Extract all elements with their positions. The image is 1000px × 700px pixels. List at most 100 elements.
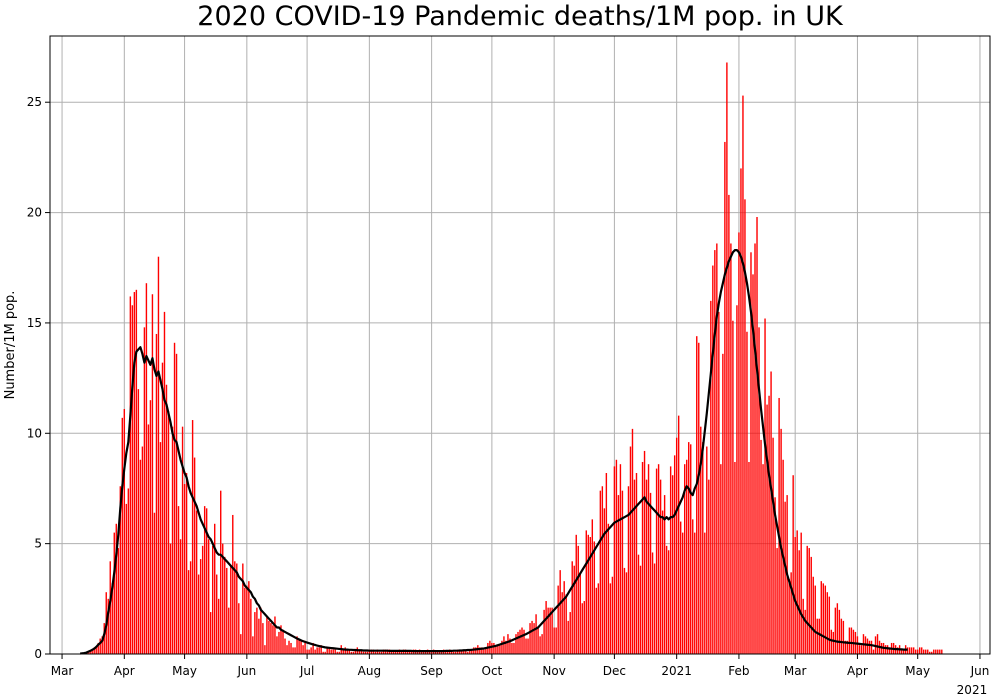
bar bbox=[286, 645, 288, 654]
bar bbox=[535, 614, 537, 654]
bar bbox=[529, 623, 531, 654]
bar bbox=[836, 603, 839, 654]
bar bbox=[931, 651, 933, 654]
bar bbox=[808, 548, 810, 654]
x-year-label: 2021 bbox=[957, 683, 988, 697]
bar bbox=[559, 570, 561, 654]
bar-series bbox=[79, 62, 943, 655]
bar bbox=[211, 545, 214, 654]
bar bbox=[121, 417, 124, 654]
bar bbox=[503, 636, 505, 654]
bar bbox=[191, 420, 194, 654]
bar bbox=[256, 607, 258, 654]
moving-average-series bbox=[80, 248, 908, 655]
bar bbox=[846, 640, 849, 654]
bar bbox=[352, 651, 354, 654]
bar bbox=[736, 305, 738, 654]
bar bbox=[595, 587, 598, 654]
bar bbox=[328, 647, 330, 654]
bar bbox=[501, 640, 503, 654]
bar bbox=[149, 400, 152, 654]
bar bbox=[451, 651, 453, 654]
bar bbox=[585, 530, 587, 654]
moving-average-line bbox=[80, 248, 908, 655]
bar bbox=[224, 556, 226, 654]
y-tick-label: 10 bbox=[27, 426, 42, 440]
bar bbox=[774, 497, 776, 654]
bar bbox=[89, 650, 91, 654]
bar bbox=[424, 651, 427, 654]
bar bbox=[651, 552, 654, 654]
bar bbox=[159, 442, 162, 654]
bar bbox=[545, 601, 547, 654]
bar bbox=[738, 232, 740, 654]
bar bbox=[872, 649, 875, 654]
bar bbox=[788, 578, 790, 654]
bar bbox=[543, 609, 545, 654]
bar bbox=[306, 649, 308, 654]
bar bbox=[728, 194, 730, 654]
bar bbox=[714, 250, 716, 654]
bar bbox=[380, 651, 383, 654]
bar bbox=[444, 651, 447, 654]
bar bbox=[316, 647, 318, 654]
bar bbox=[270, 623, 272, 654]
bar bbox=[410, 651, 413, 654]
bar bbox=[549, 607, 551, 654]
bar bbox=[119, 486, 122, 654]
bar bbox=[671, 475, 674, 654]
bar bbox=[659, 479, 662, 654]
bar bbox=[511, 642, 513, 654]
bar bbox=[605, 473, 608, 654]
y-tick-label: 15 bbox=[27, 316, 42, 330]
bar bbox=[631, 428, 634, 654]
bar bbox=[935, 649, 937, 654]
bar bbox=[539, 636, 541, 654]
bar bbox=[810, 556, 812, 654]
bar bbox=[181, 426, 184, 654]
bar bbox=[565, 594, 567, 654]
bar bbox=[312, 642, 314, 654]
bar bbox=[603, 508, 606, 654]
bar bbox=[919, 647, 921, 654]
bar bbox=[153, 512, 156, 654]
bar bbox=[143, 327, 146, 654]
bar bbox=[232, 514, 234, 654]
x-tick-label: Feb bbox=[728, 664, 749, 678]
bar bbox=[230, 565, 232, 654]
bar bbox=[752, 274, 754, 654]
bar bbox=[481, 647, 483, 654]
y-axis-ticks: 0 5 10 15 20 25 bbox=[27, 95, 50, 661]
x-tick-label: Sep bbox=[420, 664, 443, 678]
bar bbox=[406, 651, 409, 654]
bar bbox=[896, 647, 899, 654]
bar bbox=[756, 216, 758, 655]
bar bbox=[822, 583, 824, 654]
bar bbox=[649, 492, 652, 654]
bar bbox=[645, 479, 648, 654]
bar bbox=[816, 618, 818, 654]
bar bbox=[475, 647, 477, 654]
bar bbox=[507, 634, 509, 654]
bar bbox=[633, 479, 636, 654]
bar bbox=[322, 651, 324, 654]
bar bbox=[101, 636, 103, 654]
bar bbox=[268, 620, 270, 654]
bar bbox=[669, 466, 672, 654]
bar bbox=[754, 243, 756, 654]
bar bbox=[272, 625, 274, 654]
bar bbox=[941, 649, 943, 654]
bar bbox=[111, 583, 113, 654]
bar bbox=[780, 428, 782, 654]
x-tick-label: Nov bbox=[542, 664, 565, 678]
bar bbox=[485, 647, 487, 654]
bar bbox=[183, 484, 186, 654]
bar bbox=[394, 651, 397, 654]
bar bbox=[175, 353, 178, 654]
bar bbox=[710, 300, 712, 654]
bar bbox=[912, 647, 915, 654]
bar bbox=[828, 596, 831, 654]
bar bbox=[308, 649, 310, 654]
bar bbox=[483, 649, 485, 654]
